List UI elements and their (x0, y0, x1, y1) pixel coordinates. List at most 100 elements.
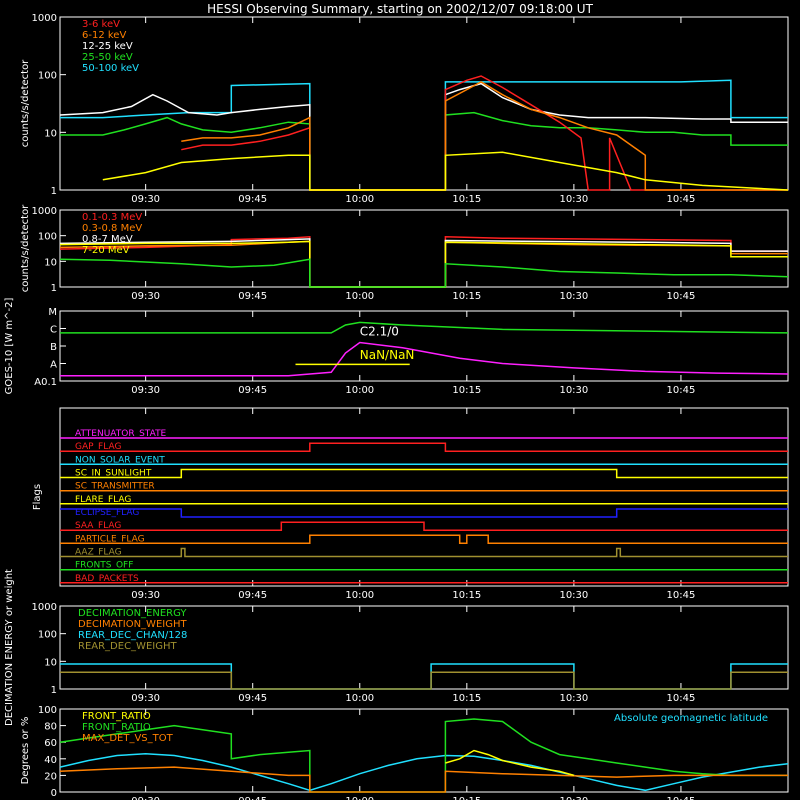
panel6-xtick-label: 10:30 (559, 796, 588, 800)
panel1: 09:30 09:45 10:00 10:15 10:30 10:45 1 10 100 1000… (20, 13, 789, 205)
panel5-series-rear-dec-weight (60, 671, 788, 690)
panel4-xtick-label: 10:45 (667, 590, 696, 601)
panel6-ytick-label: 0 (51, 788, 57, 799)
panel6-legend-entry: MAX_DET_VS_TOT (82, 733, 174, 744)
panel6-ytick-label: 20 (44, 771, 57, 782)
panel2-ytick-label: 1 (51, 283, 57, 294)
panel4-xtick-label: 10:15 (452, 590, 481, 601)
panel3-xtick-label: 09:30 (131, 385, 160, 396)
panel1-series-3-6-kev (181, 75, 788, 191)
panel6-xtick-label: 10:00 (345, 796, 374, 800)
panel3-ytick-label: A (50, 360, 57, 371)
panel2-ytick-label: 100 (38, 232, 57, 243)
panel6: 09:30 09:45 10:00 10:15 10:30 10:45 0 20 40 60 80 1… (20, 705, 789, 800)
panel4-frame (59, 407, 789, 587)
panel1-ytick-label: 1000 (32, 13, 57, 24)
panel2-legend-entry: 0.1-0.3 MeV (82, 212, 142, 223)
flag-label: ECLIPSE_FLAG (75, 508, 139, 518)
panel5-series-rear-dec-chan-128 (60, 663, 788, 690)
panel4-xtick-label: 10:00 (345, 590, 374, 601)
panel6-annotation-right: Absolute geomagnetic latitude (614, 713, 768, 724)
panel4-series-eclipse-flag (60, 508, 788, 518)
panel6-ytick-label: 40 (44, 755, 57, 766)
panel4-series-aaz-flag (60, 547, 788, 558)
panel1-series-yellow (102, 151, 789, 191)
panel6-xtick-label: 09:45 (238, 796, 267, 800)
panel1-ytick-label: 10 (44, 128, 57, 139)
panel1-series-25-50-kev (60, 111, 788, 191)
panel5-legend-entry: DECIMATION_WEIGHT (78, 619, 187, 630)
panel1-xtick-label: 09:30 (131, 194, 160, 205)
panel1-ylabel: counts/s/detector (20, 59, 31, 147)
panel1-xtick-label: 10:00 (345, 194, 374, 205)
panel2-xtick-label: 09:45 (238, 291, 267, 302)
flag-label: FRONTS_OFF (75, 561, 133, 571)
panel1-legend-entry: 50-100 keV (82, 63, 139, 74)
panel5-legend-entry: REAR_DEC_WEIGHT (78, 641, 177, 652)
panel5-ytick-label: 1 (51, 685, 57, 696)
panel6-series-front-ratio (59, 718, 788, 793)
panel3-annotation: NaN/NaN (360, 348, 415, 362)
panel2-legend-entry: 0.3-0.8 MeV (82, 223, 142, 234)
panel4-series-sc-in-sunlight (60, 468, 788, 479)
panel3-series-magenta (60, 341, 789, 377)
panels-group: 09:30 09:45 10:00 10:15 10:30 10:451101001000… (4, 13, 789, 800)
flag-label: ATTENUATOR_STATE (75, 429, 167, 439)
panel2-legend-entry: 0.8-7 MeV (82, 234, 133, 245)
panel3-ytick-label: M (48, 307, 57, 318)
panel3-xtick-label: 10:00 (345, 385, 374, 396)
panel1-series-50-100-kev (60, 79, 788, 191)
panel3-ytick-label: B (50, 342, 57, 353)
panel3-ylabel: GOES-10 [W m^-2] (4, 298, 15, 395)
flag-label: SAA_FLAG (75, 521, 121, 531)
flag-label: AAZ_FLAG (75, 548, 122, 558)
panel6-xtick-label: 09:30 (131, 796, 160, 800)
panel2-xtick-label: 10:45 (667, 291, 696, 302)
panel6-series-max-det-vs-tot (59, 766, 788, 793)
panel4-xtick-label: 10:30 (559, 590, 588, 601)
panel2-xtick-label: 09:30 (131, 291, 160, 302)
panel1-legend-entry: 3-6 keV (82, 19, 120, 30)
panel2-series-0-3-0-8-mev (59, 240, 788, 288)
panel1-series-6-12-kev (181, 81, 788, 191)
panel1-ytick-label: 100 (38, 71, 57, 82)
panel2-ytick-label: 10 (44, 257, 57, 268)
chart-title: HESSI Observing Summary, starting on 200… (207, 2, 593, 16)
panel1-ytick-label: 1 (51, 186, 57, 197)
panel6-legend-entry: FRONT_RATIO (82, 722, 151, 733)
panel5-xtick-label: 10:45 (667, 693, 696, 704)
panel3-xtick-label: 10:45 (667, 385, 696, 396)
panel4-series-particle-flag (60, 534, 788, 545)
panel5-xtick-label: 09:45 (238, 693, 267, 704)
panel5-ytick-label: 1000 (32, 602, 57, 613)
panel6-xtick-label: 10:15 (452, 796, 481, 800)
panel4: 09:30 09:45 10:00 10:15 10:30 10:45 Flags ATTEN… (32, 407, 789, 601)
panel1-series-12-25-kev (59, 82, 788, 191)
panel3-series-green (60, 321, 789, 334)
panel6-xtick-label: 10:45 (667, 796, 696, 800)
panel3-xtick-label: 09:45 (238, 385, 267, 396)
panel6-ytick-label: 80 (44, 722, 57, 733)
panel3-annotation: C2.1/0 (360, 325, 399, 339)
panel1-legend-entry: 6-12 keV (82, 30, 126, 41)
flag-label: NON_SOLAR_EVENT (75, 455, 165, 465)
panel6-series-absolute-geomagnetic-latitude (59, 753, 789, 792)
flag-label: BAD_PACKETS (75, 574, 139, 584)
flag-label: GAP_FLAG (75, 442, 121, 452)
panel2-series-green (59, 258, 789, 288)
panel5-xtick-label: 10:00 (345, 693, 374, 704)
panel2-xtick-label: 10:30 (559, 291, 588, 302)
panel6-series-front-ratio-yellow (445, 749, 575, 777)
panel2-series-0-1-0-3-mev (59, 235, 788, 288)
panel3-xtick-label: 10:15 (452, 385, 481, 396)
panel6-ylabel: Degrees or % (20, 717, 31, 785)
panel1-xtick-label: 10:30 (559, 194, 588, 205)
panel4-xtick-label: 09:30 (131, 590, 160, 601)
panel6-ytick-label: 100 (38, 705, 57, 716)
panel2: 09:30 09:45 10:00 10:15 10:30 10:45 1 10 100 1000… (20, 204, 789, 302)
panel2-series-7-20-mev (59, 240, 788, 288)
panel1-xtick-label: 10:15 (452, 194, 481, 205)
panel1-legend-entry: 25-50 keV (82, 52, 133, 63)
panel2-xtick-label: 10:00 (345, 291, 374, 302)
